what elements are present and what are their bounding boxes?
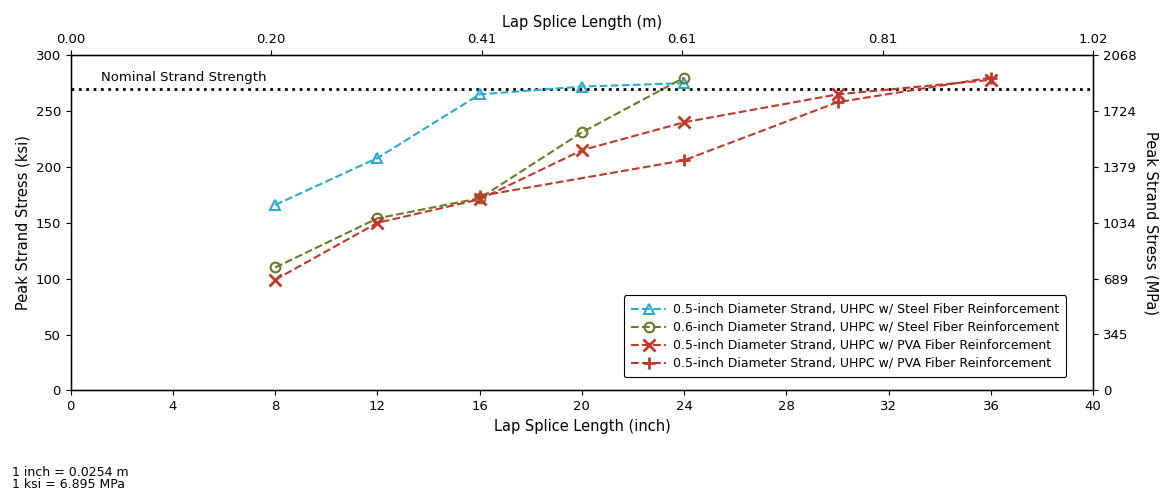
0.6-inch Diameter Strand, UHPC w/ Steel Fiber Reinforcement — [575, 129, 589, 135]
0.6-inch Diameter Strand, UHPC w/ Steel Fiber Reinforcement — [677, 74, 691, 80]
0.5-inch Diameter Strand, UHPC w/ PVA Fiber Reinforcement — [830, 99, 844, 105]
0.5-inch Diameter Strand, UHPC w/ PVA Fiber Reinforcement — [575, 147, 589, 153]
0.5-inch Diameter Strand, UHPC w/ PVA Fiber Reinforcement — [268, 277, 282, 283]
Line: 0.5-inch Diameter Strand, UHPC w/ Steel Fiber Reinforcement: 0.5-inch Diameter Strand, UHPC w/ Steel … — [270, 78, 689, 210]
0.6-inch Diameter Strand, UHPC w/ Steel Fiber Reinforcement — [370, 215, 384, 221]
0.5-inch Diameter Strand, UHPC w/ PVA Fiber Reinforcement — [830, 91, 844, 97]
0.5-inch Diameter Strand, UHPC w/ Steel Fiber Reinforcement — [370, 155, 384, 161]
Text: 1 inch = 0.0254 m: 1 inch = 0.0254 m — [12, 466, 128, 479]
0.5-inch Diameter Strand, UHPC w/ PVA Fiber Reinforcement — [473, 196, 487, 202]
0.6-inch Diameter Strand, UHPC w/ Steel Fiber Reinforcement — [473, 195, 487, 201]
Line: 0.6-inch Diameter Strand, UHPC w/ Steel Fiber Reinforcement: 0.6-inch Diameter Strand, UHPC w/ Steel … — [270, 73, 689, 272]
0.5-inch Diameter Strand, UHPC w/ Steel Fiber Reinforcement — [575, 84, 589, 90]
0.5-inch Diameter Strand, UHPC w/ PVA Fiber Reinforcement — [370, 220, 384, 226]
0.5-inch Diameter Strand, UHPC w/ PVA Fiber Reinforcement — [677, 119, 691, 125]
0.5-inch Diameter Strand, UHPC w/ Steel Fiber Reinforcement — [473, 91, 487, 97]
0.6-inch Diameter Strand, UHPC w/ Steel Fiber Reinforcement — [268, 265, 282, 271]
0.5-inch Diameter Strand, UHPC w/ PVA Fiber Reinforcement — [677, 157, 691, 163]
Line: 0.5-inch Diameter Strand, UHPC w/ PVA Fiber Reinforcement: 0.5-inch Diameter Strand, UHPC w/ PVA Fi… — [473, 71, 997, 202]
0.5-inch Diameter Strand, UHPC w/ Steel Fiber Reinforcement — [677, 80, 691, 86]
Y-axis label: Peak Strand Stress (ksi): Peak Strand Stress (ksi) — [15, 136, 31, 310]
Line: 0.5-inch Diameter Strand, UHPC w/ PVA Fiber Reinforcement: 0.5-inch Diameter Strand, UHPC w/ PVA Fi… — [270, 74, 997, 285]
Legend: 0.5-inch Diameter Strand, UHPC w/ Steel Fiber Reinforcement, 0.6-inch Diameter S: 0.5-inch Diameter Strand, UHPC w/ Steel … — [623, 295, 1066, 378]
0.5-inch Diameter Strand, UHPC w/ Steel Fiber Reinforcement — [268, 202, 282, 208]
0.5-inch Diameter Strand, UHPC w/ PVA Fiber Reinforcement — [984, 77, 998, 83]
0.5-inch Diameter Strand, UHPC w/ PVA Fiber Reinforcement — [984, 74, 998, 80]
X-axis label: Lap Splice Length (inch): Lap Splice Length (inch) — [493, 419, 670, 434]
Y-axis label: Peak Strand Stress (MPa): Peak Strand Stress (MPa) — [1143, 131, 1159, 315]
0.5-inch Diameter Strand, UHPC w/ PVA Fiber Reinforcement — [473, 193, 487, 199]
Text: 1 ksi = 6.895 MPa: 1 ksi = 6.895 MPa — [12, 478, 124, 491]
Text: Nominal Strand Strength: Nominal Strand Strength — [101, 71, 266, 84]
X-axis label: Lap Splice Length (m): Lap Splice Length (m) — [501, 15, 662, 30]
